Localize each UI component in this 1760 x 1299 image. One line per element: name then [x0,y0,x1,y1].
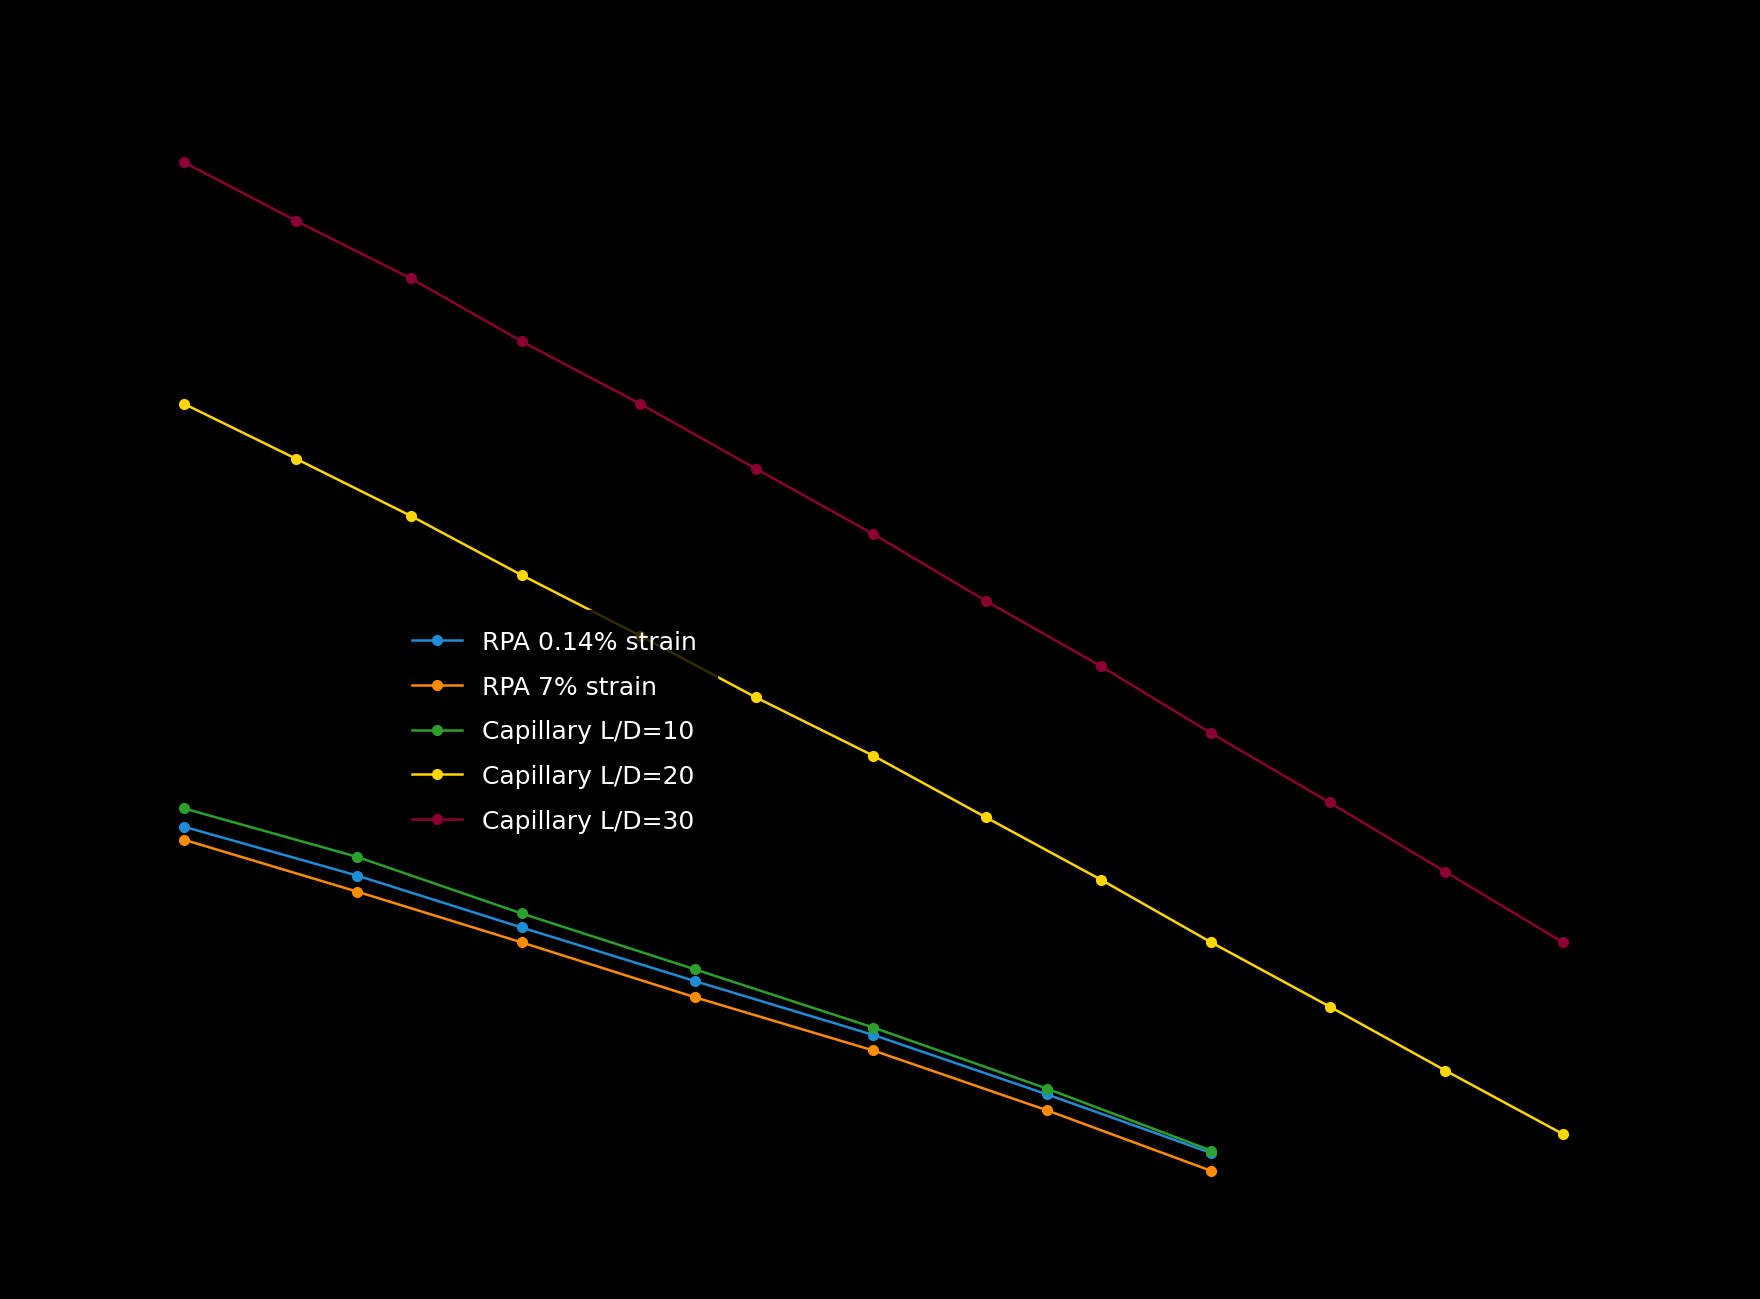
Capillary L/D=20 [744,690,766,705]
Capillary L/D=30 [1089,659,1111,674]
RPA 0.14% strain [685,973,706,989]
Capillary L/D=20 [1318,999,1339,1015]
Capillary L/D=20 [1089,872,1111,887]
Capillary L/D=30 [630,396,651,412]
RPA 0.14% strain [510,920,532,935]
Capillary L/D=20 [285,451,306,466]
Line: RPA 7% strain: RPA 7% strain [180,835,1216,1176]
Capillary L/D=20 [862,748,884,764]
Capillary L/D=10 [685,961,706,977]
Capillary L/D=30 [862,526,884,542]
RPA 0.14% strain [1037,1086,1058,1102]
RPA 0.14% strain [1200,1146,1221,1161]
Capillary L/D=10 [1037,1081,1058,1096]
RPA 7% strain [1200,1163,1221,1178]
Capillary L/D=30 [172,155,194,170]
Capillary L/D=30 [510,334,532,349]
Capillary L/D=20 [1552,1126,1573,1142]
Legend: RPA 0.14% strain, RPA 7% strain, Capillary L/D=10, Capillary L/D=20, Capillary L: RPA 0.14% strain, RPA 7% strain, Capilla… [392,611,716,853]
RPA 0.14% strain [862,1028,884,1043]
RPA 7% strain [685,990,706,1005]
Capillary L/D=30 [1318,795,1339,811]
Capillary L/D=20 [630,627,651,643]
RPA 7% strain [1037,1103,1058,1118]
Capillary L/D=30 [1200,725,1221,740]
Capillary L/D=20 [1434,1063,1456,1078]
Line: Capillary L/D=20: Capillary L/D=20 [180,399,1568,1139]
RPA 7% strain [347,883,368,899]
Capillary L/D=10 [1200,1143,1221,1159]
RPA 7% strain [172,831,194,847]
RPA 0.14% strain [347,868,368,883]
Capillary L/D=30 [1434,864,1456,879]
Capillary L/D=20 [401,508,422,523]
RPA 7% strain [510,934,532,950]
RPA 7% strain [862,1043,884,1059]
Line: Capillary L/D=30: Capillary L/D=30 [180,157,1568,947]
RPA 0.14% strain [172,818,194,834]
Capillary L/D=10 [510,905,532,921]
Capillary L/D=30 [1552,934,1573,950]
Capillary L/D=10 [862,1020,884,1035]
Capillary L/D=20 [172,396,194,412]
Line: Capillary L/D=10: Capillary L/D=10 [180,804,1216,1155]
Capillary L/D=10 [172,800,194,816]
Line: RPA 0.14% strain: RPA 0.14% strain [180,822,1216,1157]
Capillary L/D=30 [401,270,422,286]
Capillary L/D=20 [510,568,532,583]
Capillary L/D=20 [1200,934,1221,950]
Capillary L/D=30 [975,594,996,609]
Capillary L/D=10 [347,850,368,865]
Capillary L/D=30 [285,213,306,229]
Capillary L/D=30 [744,461,766,477]
Capillary L/D=20 [975,809,996,825]
